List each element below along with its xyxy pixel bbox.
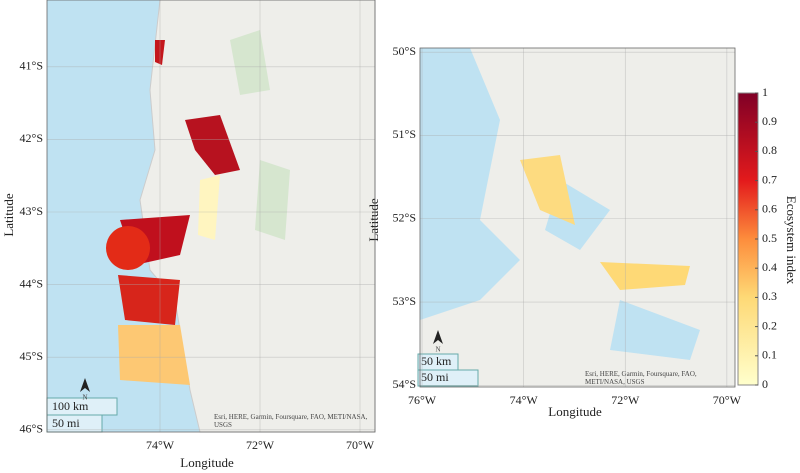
north-arrow bbox=[80, 378, 90, 392]
y-tick-label: 41°S bbox=[20, 59, 43, 73]
zone bbox=[185, 115, 240, 175]
attribution-text: Esri, HERE, Garmin, Foursquare, FAO, MET… bbox=[585, 370, 697, 386]
scale-label: 50 mi bbox=[52, 416, 80, 430]
colorbar-tick-label: 0.3 bbox=[762, 289, 777, 303]
park bbox=[230, 30, 290, 240]
y-axis-title: Latitude bbox=[366, 198, 381, 242]
x-axis-title: Longitude bbox=[180, 455, 234, 470]
colorbar-tick-label: 0 bbox=[762, 377, 768, 391]
y-tick-label: 42°S bbox=[20, 131, 43, 145]
colorbar-tick-label: 0.7 bbox=[762, 172, 777, 186]
x-tick-label: 76°W bbox=[408, 393, 437, 407]
x-tick-label: 70°W bbox=[713, 393, 742, 407]
x-tick-label: 72°W bbox=[246, 438, 275, 452]
north-label: N bbox=[435, 346, 440, 354]
y-tick-label: 50°S bbox=[393, 44, 416, 58]
north-arrow bbox=[433, 330, 443, 344]
map-left bbox=[46, 0, 376, 433]
scale-label: 50 km bbox=[421, 354, 452, 368]
zone bbox=[600, 262, 690, 290]
y-axis-title: Latitude bbox=[1, 193, 16, 237]
scale-label: 50 mi bbox=[421, 370, 449, 384]
y-tick-label: 45°S bbox=[20, 349, 43, 363]
zone bbox=[106, 226, 150, 270]
colorbar-tick-label: 0.9 bbox=[762, 114, 777, 128]
y-tick-label: 43°S bbox=[20, 204, 43, 218]
colorbar-tick-label: 0.1 bbox=[762, 348, 777, 362]
colorbar-tick-label: 0.4 bbox=[762, 260, 777, 274]
map-frame bbox=[419, 47, 736, 388]
scale-label: 100 km bbox=[52, 399, 89, 413]
map-frame bbox=[46, 0, 376, 433]
colorbar-tick-label: 0.5 bbox=[762, 231, 777, 245]
y-tick-label: 52°S bbox=[393, 210, 416, 224]
x-tick-label: 74°W bbox=[510, 393, 539, 407]
north-label: N bbox=[82, 394, 87, 402]
zone bbox=[520, 155, 575, 225]
y-tick-label: 51°S bbox=[393, 127, 416, 141]
colorbar-tick-label: 0.6 bbox=[762, 202, 777, 216]
attribution: Esri, HERE, Garmin, Foursquare, FAO, MET… bbox=[214, 413, 368, 429]
map-right bbox=[417, 48, 735, 387]
x-tick-label: 70°W bbox=[346, 438, 375, 452]
x-tick-label: 74°W bbox=[146, 438, 175, 452]
zone bbox=[118, 325, 190, 385]
colorbar-title: Ecosystem index bbox=[784, 196, 799, 285]
water bbox=[545, 180, 700, 360]
x-axis-title: Longitude bbox=[548, 404, 602, 419]
y-tick-label: 53°S bbox=[393, 294, 416, 308]
y-tick-label: 44°S bbox=[20, 276, 43, 290]
water bbox=[420, 48, 520, 320]
colorbar-tick-label: 0.2 bbox=[762, 318, 777, 332]
attribution: Esri, HERE, Garmin, Foursquare, FAO, MET… bbox=[585, 370, 697, 386]
colorbar-tick-label: 0.8 bbox=[762, 143, 777, 157]
attribution-text: Esri, HERE, Garmin, Foursquare, FAO, MET… bbox=[214, 413, 368, 429]
x-tick-label: 72°W bbox=[611, 393, 640, 407]
colorbar-tick-label: 1 bbox=[762, 85, 768, 99]
y-tick-label: 46°S bbox=[20, 422, 43, 436]
zone bbox=[118, 275, 180, 325]
zone bbox=[198, 175, 220, 240]
scale-box bbox=[417, 369, 479, 387]
y-tick-label: 54°S bbox=[393, 377, 416, 391]
